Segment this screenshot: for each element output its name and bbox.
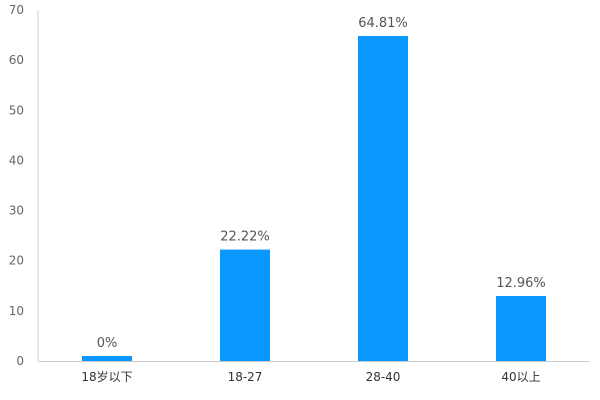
- data-label: 22.22%: [220, 230, 270, 245]
- y-axis: 0 10 20 30 40 50 60 70: [9, 3, 39, 368]
- bar: [496, 296, 546, 361]
- y-tick-label: 20: [9, 254, 24, 268]
- x-tick-label: 18岁以下: [81, 369, 132, 384]
- y-tick-label: 40: [9, 153, 24, 167]
- data-label: 12.96%: [496, 276, 546, 291]
- data-label: 64.81%: [358, 16, 408, 31]
- x-tick-label: 40以上: [501, 370, 540, 384]
- data-label: 0%: [97, 336, 118, 351]
- y-tick-label: 10: [9, 304, 24, 318]
- y-tick-label: 50: [9, 103, 24, 117]
- bar: [220, 249, 270, 361]
- y-tick-label: 60: [9, 53, 24, 67]
- bars: 0% 22.22% 64.81% 12.96%: [82, 16, 546, 362]
- y-tick-label: 30: [9, 204, 24, 218]
- bar: [358, 36, 408, 362]
- x-tick-label: 18-27: [228, 370, 263, 384]
- x-axis: 18岁以下 18-27 28-40 40以上: [38, 361, 590, 384]
- y-tick-label: 0: [16, 354, 24, 368]
- bar: [82, 356, 132, 361]
- x-tick-label: 28-40: [366, 370, 401, 384]
- y-tick-label: 70: [9, 3, 24, 17]
